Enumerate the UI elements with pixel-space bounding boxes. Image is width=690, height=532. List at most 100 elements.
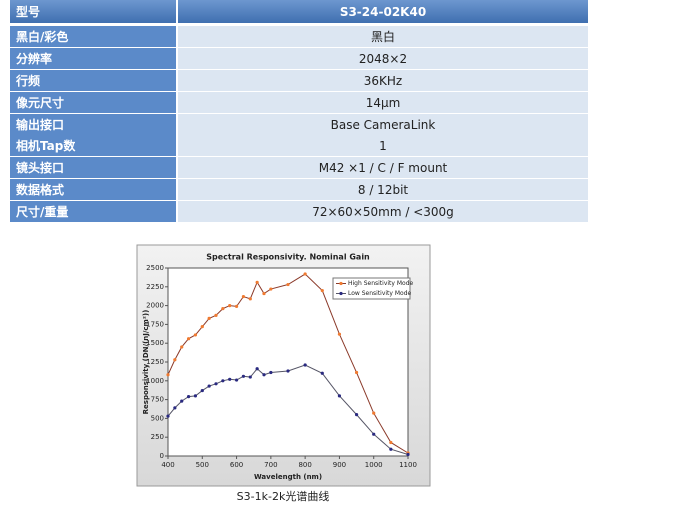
value-cell bbox=[178, 92, 588, 113]
data-point bbox=[372, 432, 376, 436]
x-tick-label: 700 bbox=[264, 461, 277, 469]
value-cell bbox=[178, 0, 588, 23]
x-tick-label: 800 bbox=[298, 461, 311, 469]
value-cell bbox=[178, 157, 588, 178]
data-point bbox=[406, 452, 410, 457]
data-point bbox=[221, 307, 225, 311]
legend-marker bbox=[339, 281, 343, 286]
data-point bbox=[255, 367, 259, 371]
y-tick-label: 2250 bbox=[146, 283, 164, 291]
value-cell bbox=[178, 201, 588, 222]
x-axis-label: Wavelength (nm) bbox=[254, 473, 322, 481]
value-cell bbox=[178, 114, 588, 135]
value-cell bbox=[178, 179, 588, 200]
data-point bbox=[372, 411, 376, 415]
label-cell bbox=[10, 201, 176, 222]
legend-label: Low Sensitivity Mode bbox=[348, 290, 412, 297]
data-point bbox=[248, 375, 252, 379]
value-cell bbox=[178, 48, 588, 69]
label-cell bbox=[10, 92, 176, 113]
x-tick-label: 900 bbox=[333, 461, 346, 469]
data-point bbox=[303, 272, 307, 276]
value-cell bbox=[178, 26, 588, 47]
data-point bbox=[337, 394, 342, 398]
legend-label: High Sensitivity Mode bbox=[348, 280, 413, 287]
value-text: Base CameraLink bbox=[331, 118, 436, 132]
value-text: 黑白 bbox=[371, 29, 395, 44]
y-tick-label: 750 bbox=[151, 396, 164, 404]
data-point bbox=[269, 370, 273, 375]
data-point bbox=[354, 370, 359, 375]
data-point bbox=[269, 287, 273, 291]
label-text: 镜头接口 bbox=[16, 160, 64, 175]
y-axis-label: Responsivity (DN/(nJ/cm²)) bbox=[142, 310, 150, 415]
x-tick-label: 400 bbox=[161, 461, 174, 469]
label-text: 尺寸/重量 bbox=[16, 204, 68, 219]
data-point bbox=[248, 297, 252, 301]
data-point bbox=[337, 332, 342, 336]
data-point bbox=[221, 379, 225, 383]
data-point bbox=[200, 325, 204, 329]
data-point bbox=[320, 288, 324, 293]
label-text: 像元尺寸 bbox=[16, 95, 64, 110]
data-point bbox=[234, 378, 239, 382]
data-point bbox=[262, 373, 266, 377]
legend-marker bbox=[339, 291, 343, 296]
data-point bbox=[193, 333, 198, 337]
y-tick-label: 250 bbox=[151, 433, 164, 441]
label-cell bbox=[10, 70, 176, 91]
data-point bbox=[180, 345, 184, 349]
data-point bbox=[241, 294, 246, 299]
label-cell bbox=[10, 157, 176, 178]
data-point bbox=[186, 337, 191, 341]
data-point bbox=[180, 399, 184, 403]
data-point bbox=[214, 313, 218, 317]
value-text: M42 ×1 / C / F mount bbox=[319, 161, 448, 175]
data-point bbox=[255, 280, 259, 284]
data-point bbox=[262, 291, 266, 296]
label-cell bbox=[10, 114, 176, 135]
y-tick-label: 500 bbox=[151, 414, 164, 422]
data-point bbox=[186, 394, 191, 399]
value-text: 1 bbox=[379, 139, 387, 153]
data-point bbox=[320, 371, 324, 375]
value-text: 14μm bbox=[366, 96, 401, 110]
y-tick-label: 1250 bbox=[146, 358, 164, 366]
y-tick-label: 1000 bbox=[146, 377, 164, 385]
value-text: S3-24-02K40 bbox=[340, 5, 426, 19]
value-cell bbox=[178, 70, 588, 91]
label-text: 黑白/彩色 bbox=[16, 29, 68, 44]
label-cell bbox=[10, 26, 176, 47]
x-tick-label: 1100 bbox=[399, 461, 417, 469]
y-tick-label: 1500 bbox=[146, 339, 164, 347]
data-point bbox=[303, 363, 307, 367]
data-point bbox=[286, 282, 290, 287]
x-tick-label: 1000 bbox=[365, 461, 383, 469]
label-text: 输出接口 bbox=[16, 117, 64, 132]
label-cell bbox=[10, 135, 176, 156]
data-point bbox=[173, 406, 177, 410]
data-point bbox=[389, 447, 393, 451]
data-point bbox=[354, 413, 359, 417]
data-point bbox=[241, 374, 246, 378]
label-cell bbox=[10, 179, 176, 200]
data-point bbox=[193, 394, 198, 398]
label-text: 型号 bbox=[16, 4, 40, 19]
label-cell bbox=[10, 48, 176, 69]
data-point bbox=[389, 440, 393, 445]
data-point bbox=[228, 377, 232, 381]
data-point bbox=[166, 414, 170, 418]
label-text: 行频 bbox=[15, 73, 40, 88]
value-text: 72×60×50mm / <300g bbox=[312, 205, 454, 219]
value-text: 2048×2 bbox=[359, 52, 407, 66]
data-point bbox=[228, 304, 232, 308]
caption: S3-1k-2k光谱曲线 bbox=[237, 489, 330, 503]
legend-box bbox=[332, 277, 411, 300]
y-tick-label: 2000 bbox=[146, 302, 164, 310]
label-text: 相机Tap数 bbox=[16, 138, 76, 153]
y-tick-label: 0 bbox=[160, 452, 164, 460]
value-cell bbox=[178, 135, 588, 156]
data-point bbox=[207, 316, 211, 320]
x-tick-label: 600 bbox=[230, 461, 243, 469]
